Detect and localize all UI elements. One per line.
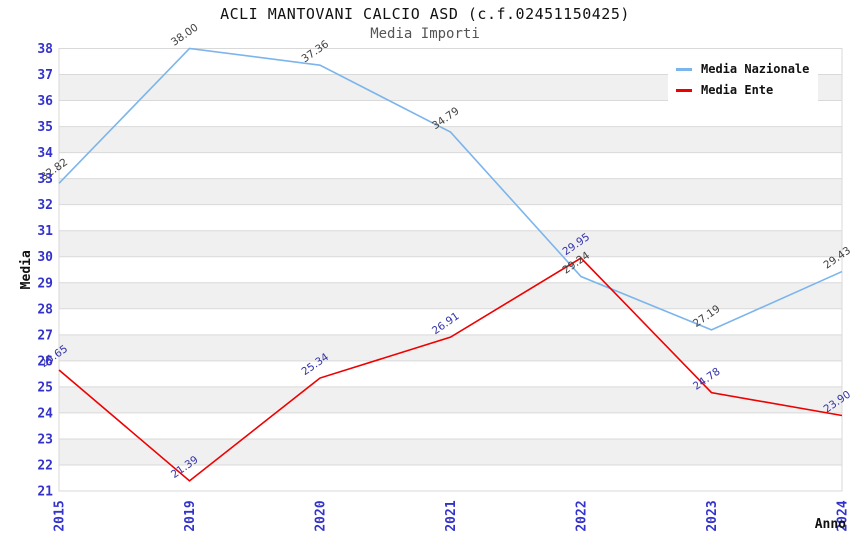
x-tick-label: 2024 <box>836 500 850 531</box>
y-tick-label: 27 <box>37 328 53 343</box>
y-tick-label: 22 <box>37 458 53 473</box>
legend-swatch-media-ente <box>676 88 692 92</box>
legend: Media Nazionale Media Ente <box>668 56 818 105</box>
x-tick-label: 2015 <box>53 500 68 531</box>
series-line-media-ente[interactable] <box>58 257 843 482</box>
legend-swatch-media-nazionale <box>676 67 692 71</box>
legend-item-media-ente[interactable]: Media Ente <box>676 83 810 97</box>
x-tick-label: 2021 <box>444 500 459 531</box>
legend-label: Media Ente <box>701 83 774 97</box>
plot-band <box>59 126 842 153</box>
chart-title: ACLI MANTOVANI CALCIO ASD (c.f.024511504… <box>220 5 630 23</box>
y-tick-label: 36 <box>37 94 53 109</box>
legend-label: Media Nazionale <box>701 62 810 76</box>
y-tick-label: 32 <box>37 198 53 213</box>
plot-band <box>59 282 842 309</box>
y-tick-label: 24 <box>37 406 53 421</box>
y-tick-label: 33 <box>37 172 53 187</box>
y-tick-label: 30 <box>37 250 53 265</box>
x-axis-title: Anno <box>815 517 846 532</box>
y-tick-label: 26 <box>37 354 53 369</box>
y-tick-label: 38 <box>37 42 53 57</box>
chart-subtitle: Media Importi <box>370 26 480 42</box>
x-tick-label: 2020 <box>314 500 329 531</box>
y-tick-label: 29 <box>37 276 53 291</box>
y-tick-label: 35 <box>37 120 53 135</box>
data-label: 37.36 <box>300 38 332 65</box>
plot-band <box>59 386 842 413</box>
y-tick-label: 31 <box>37 224 53 239</box>
y-tick-label: 23 <box>37 432 53 447</box>
y-tick-label: 34 <box>37 146 53 161</box>
x-tick-label: 2023 <box>705 500 720 531</box>
legend-item-media-nazionale[interactable]: Media Nazionale <box>676 62 810 76</box>
x-tick-label: 2019 <box>183 500 198 531</box>
y-tick-label: 21 <box>37 485 53 500</box>
plot-band <box>59 230 842 257</box>
plot-band <box>59 178 842 205</box>
plot-border <box>58 48 843 492</box>
x-tick-label: 2022 <box>575 500 590 531</box>
plot-band <box>59 334 842 361</box>
y-tick-label: 28 <box>37 302 53 317</box>
plot-band <box>59 438 842 465</box>
series-line-media-nazionale[interactable] <box>58 47 843 331</box>
y-tick-label: 25 <box>37 380 53 395</box>
y-tick-label: 37 <box>37 68 53 83</box>
data-label: 38.00 <box>169 22 201 49</box>
y-axis-title: Media <box>19 250 34 289</box>
